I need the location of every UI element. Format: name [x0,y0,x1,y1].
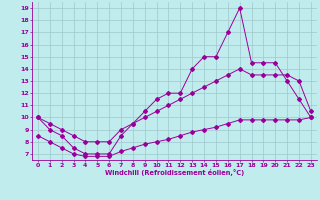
X-axis label: Windchill (Refroidissement éolien,°C): Windchill (Refroidissement éolien,°C) [105,169,244,176]
